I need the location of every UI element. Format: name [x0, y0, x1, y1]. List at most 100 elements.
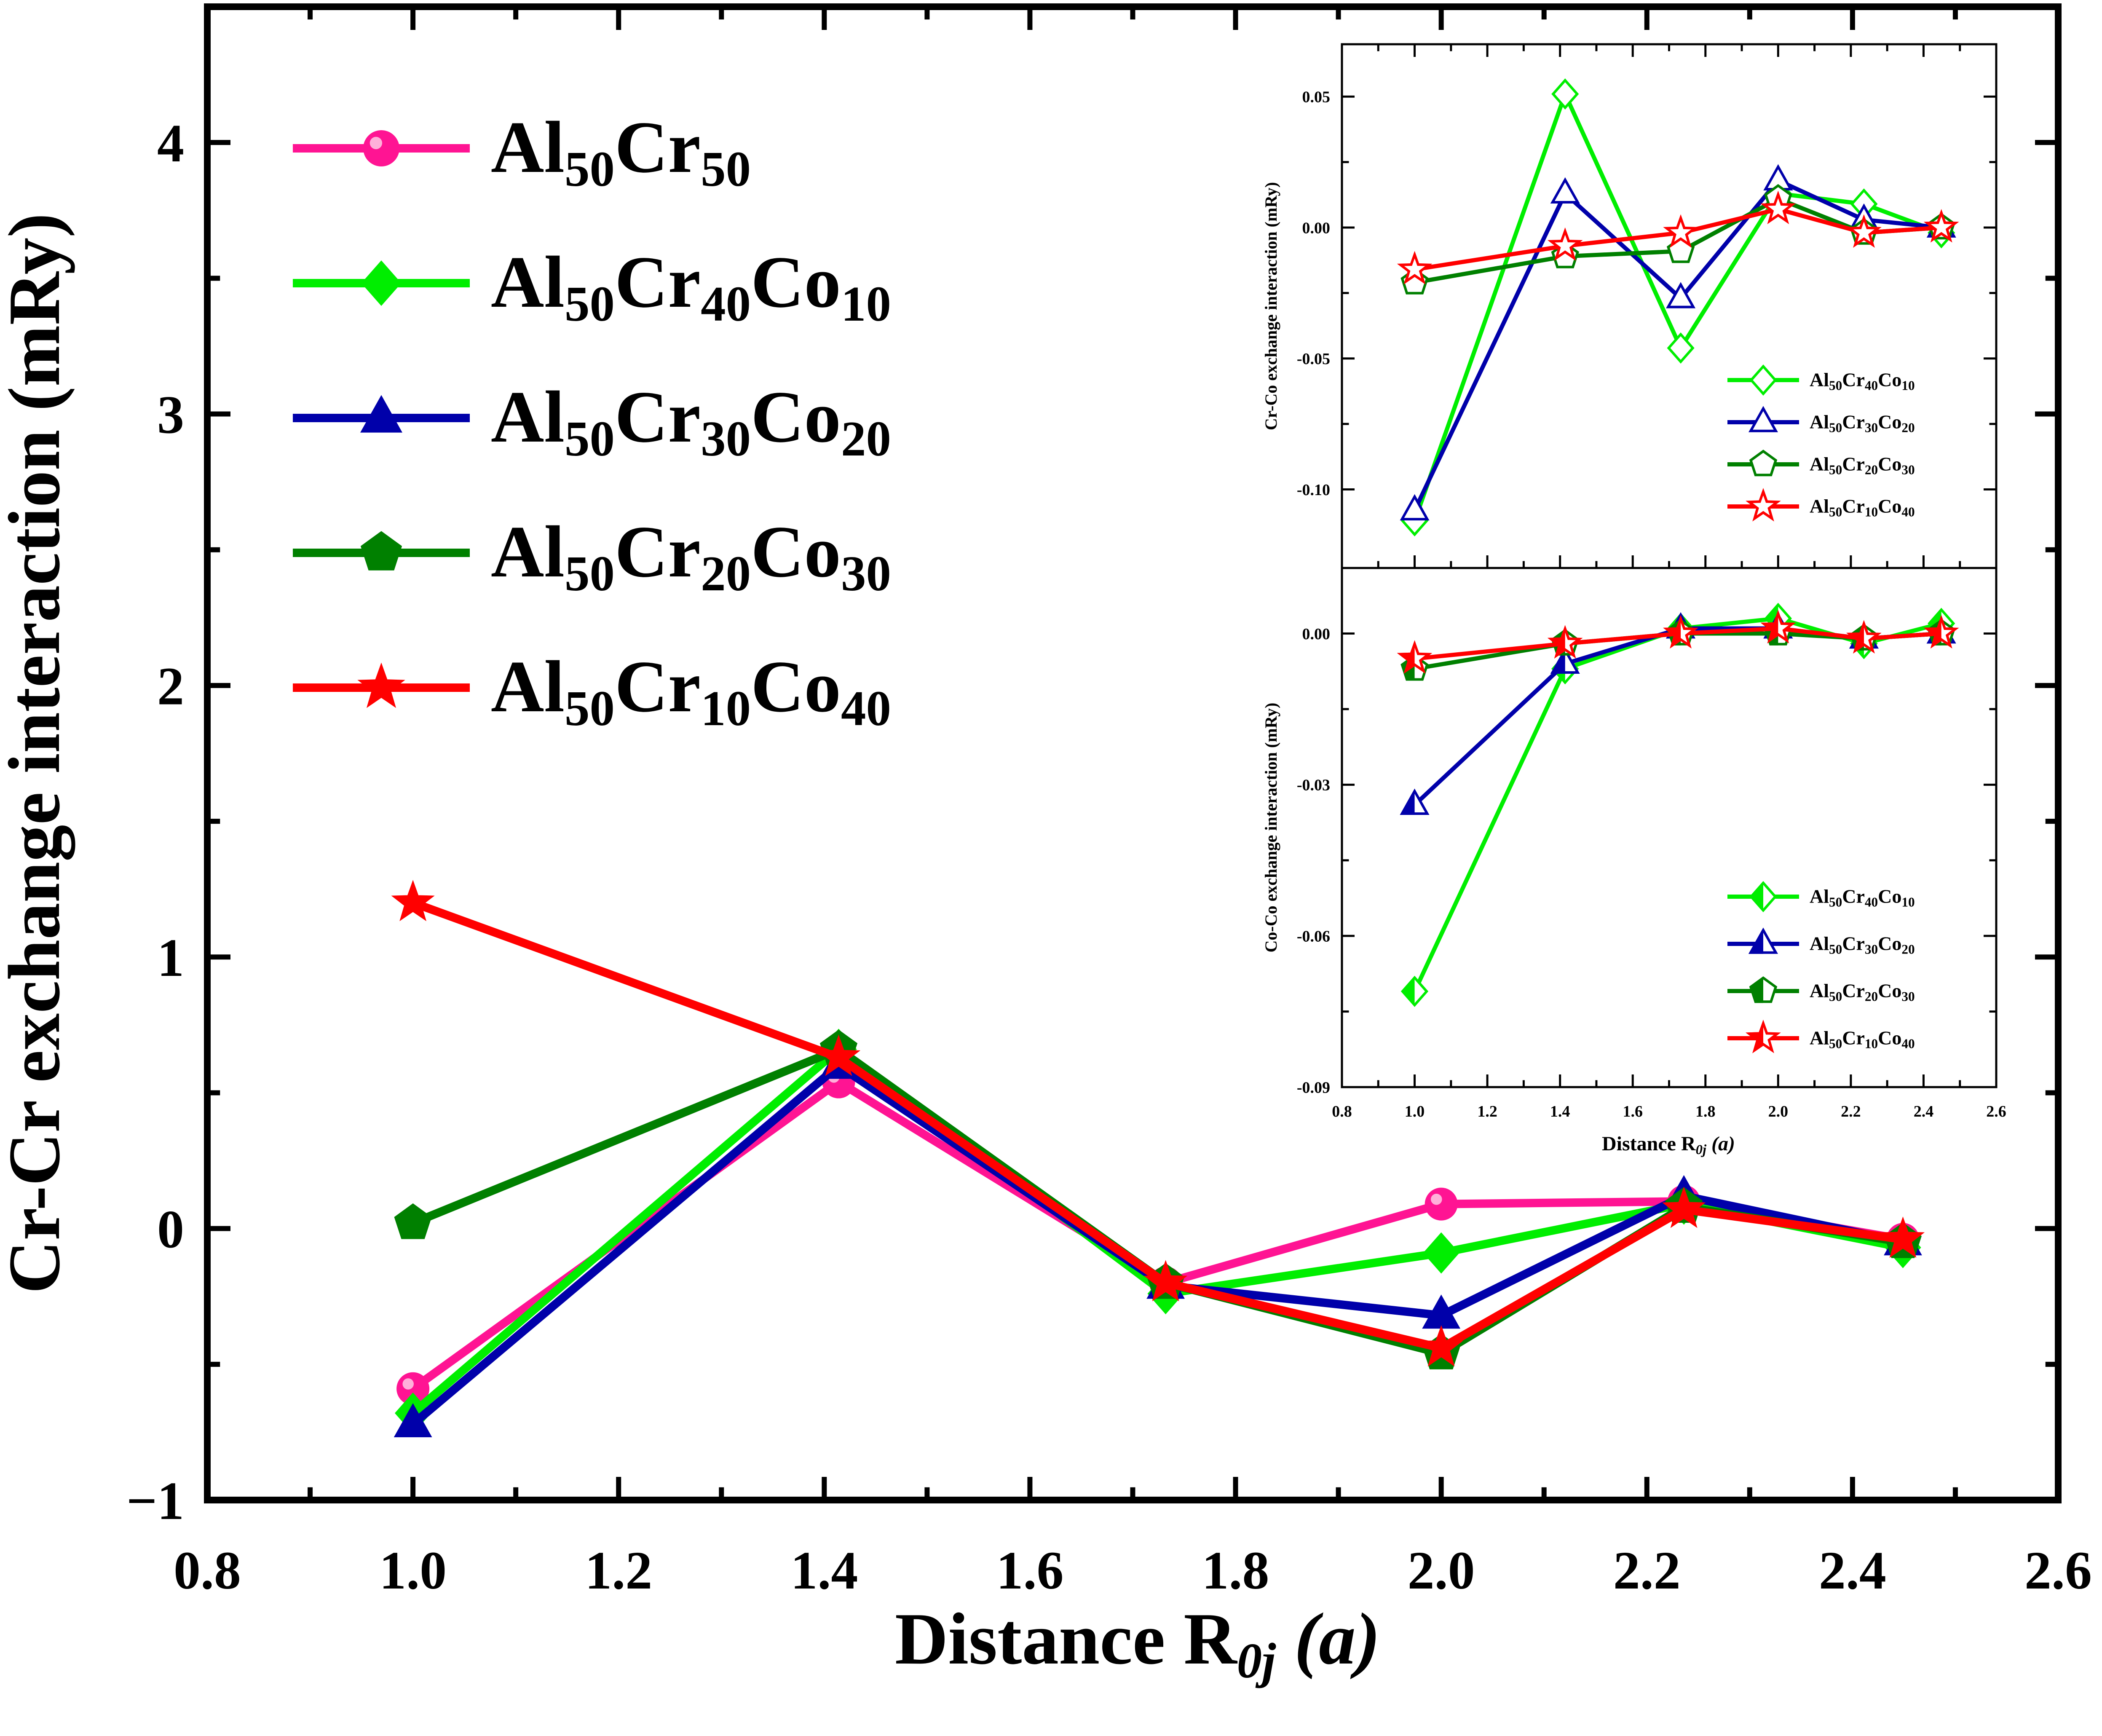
data-point-Al50Cr40Co10-half: [1400, 975, 1415, 1007]
x-tick-label: 2.2: [1841, 1103, 1861, 1120]
x-tick-label: 2.4: [1819, 1540, 1886, 1600]
series-Al50Cr10Co40: [1397, 190, 1959, 285]
x-label-unit: (a): [1706, 1133, 1735, 1155]
main-legend: Al50Cr50Al50Cr40Co10Al50Cr30Co20Al50Cr20…: [293, 106, 891, 736]
data-point-Al50Cr50-highlight: [402, 1378, 414, 1390]
legend-text-part: Cr: [1842, 1027, 1865, 1049]
x-label-text: Distance R: [895, 1598, 1237, 1680]
legend-item-Al50Cr40Co10: Al50Cr40Co10: [1727, 364, 1915, 396]
legend-subscript: 10: [1865, 1036, 1878, 1051]
inset_bottom-legend: Al50Cr40Co10Al50Cr30Co20Al50Cr20Co30Al50…: [1727, 881, 1915, 1053]
x-tick-label: 2.6: [1986, 1103, 2006, 1120]
legend-text-part: Cr: [1842, 369, 1865, 391]
data-point-Al50Cr30Co20: [394, 1403, 432, 1437]
legend-text-part: Co: [751, 376, 841, 458]
x-tick-label: 0.8: [1332, 1103, 1352, 1120]
data-point-Al50Cr10Co40: [1923, 209, 1959, 243]
y-tick-label: 0.05: [1302, 88, 1331, 106]
legend-item-Al50Cr20Co30: Al50Cr20Co30: [1727, 450, 1915, 477]
legend-text-part: Cr: [1842, 980, 1865, 1002]
data-point-Al50Cr10Co40: [1419, 1325, 1463, 1367]
legend-swatch-marker-highlight: [370, 137, 383, 150]
legend-subscript: 20: [1901, 942, 1915, 956]
y-tick-label: 4: [157, 113, 184, 173]
legend-text-part: Co: [1878, 1027, 1901, 1049]
legend-item-Al50Cr30Co20: Al50Cr30Co20: [1727, 406, 1915, 435]
inset_bottom-series: [1397, 603, 1959, 1007]
x-tick-label: 1.2: [585, 1540, 652, 1600]
series-line-Al50Cr10Co40: [1414, 626, 1942, 661]
x-label-text: Distance R: [1602, 1133, 1696, 1155]
legend-label: Al50Cr30Co20: [1810, 933, 1915, 957]
legend-item-Al50Cr20Co30: Al50Cr20Co30: [1727, 976, 1915, 1004]
legend-text-part: Al: [491, 646, 565, 727]
main-y-ticks: −1 0 1 2 3 4: [126, 113, 2058, 1531]
legend-subscript: 50: [1829, 504, 1842, 519]
data-point-Al50Cr10Co40: [1397, 251, 1433, 285]
legend-text-part: Co: [751, 241, 841, 323]
legend-text-part: Co: [1878, 496, 1901, 517]
legend-text-part: Al: [1810, 369, 1829, 391]
legend-swatch-marker: [360, 531, 402, 571]
legend-text-part: Co: [751, 511, 841, 592]
main-x-ticks: 0.8 1.0 1.2 1.4 1.6 1.8 2.0 2.2 2.4 2.6: [174, 7, 2092, 1600]
y-tick-label: -0.09: [1297, 1079, 1330, 1096]
legend-subscript: 20: [1865, 989, 1878, 1004]
legend-subscript: 30: [1901, 462, 1915, 477]
legend-subscript: 30: [1865, 420, 1878, 435]
legend-text-part: Co: [1878, 980, 1901, 1002]
inset_top-panel: -0.10 -0.05 0.00 0.05 Cr-Co exchange interac…: [1261, 43, 1998, 569]
y-tick-label: 2: [157, 656, 184, 716]
legend-text-part: Al: [1810, 933, 1829, 954]
x-tick-label: 1.6: [1623, 1103, 1643, 1120]
legend-label: Al50Cr10Co40: [1810, 496, 1915, 520]
legend-swatch-marker: [363, 130, 399, 166]
legend-text-part: Al: [1810, 411, 1829, 433]
data-point-Al50Cr10Co40-half: [1923, 615, 1941, 649]
inset_bottom-x-ticks: 0.8 1.0 1.2 1.4 1.6 1.8 2.0 2.2 2.4 2.6: [1332, 1074, 2006, 1120]
legend-swatch-marker: [1749, 364, 1777, 396]
legend-text-part: Co: [1878, 933, 1901, 954]
series-Al50Cr10Co40: [1397, 610, 1959, 674]
series-line-Al50Cr30Co20: [1413, 178, 1942, 512]
inset-charts: -0.10 -0.05 0.00 0.05 Cr-Co exchange interac…: [1261, 43, 2006, 1157]
inset_bottom-y-ticks: -0.09 -0.06 -0.03 0.00: [1297, 625, 1996, 1096]
x-tick-label: 2.0: [1408, 1540, 1475, 1600]
data-point-Al50Cr10Co40: [1846, 214, 1882, 248]
x-tick-label: 1.0: [1405, 1103, 1425, 1120]
data-point-Al50Cr40Co10: [1551, 78, 1579, 110]
legend-text-part: Cr: [1842, 933, 1865, 954]
legend-text-part: Cr: [1842, 453, 1865, 475]
x-tick-label: 2.2: [1613, 1540, 1681, 1600]
legend-swatch-marker-half: [1749, 881, 1763, 913]
legend-subscript: 10: [841, 276, 891, 332]
legend-text-part: Al: [1810, 886, 1829, 907]
data-point-Al50Cr10Co40-half: [1663, 615, 1681, 649]
x-tick-label: 2.6: [2024, 1540, 2092, 1600]
legend-text-part: Al: [1810, 496, 1829, 517]
legend-subscript: 40: [1901, 1036, 1915, 1051]
legend-item-Al50Cr10Co40: Al50Cr10Co40: [1727, 1019, 1915, 1053]
legend-swatch-marker-half: [1749, 976, 1763, 1003]
legend-swatch-marker: [1746, 488, 1781, 522]
main-x-axis-label: Distance R0j (a): [895, 1598, 1380, 1688]
legend-subscript: 50: [565, 276, 615, 332]
legend-subscript: 50: [1829, 895, 1842, 909]
legend-text-part: Cr: [615, 241, 701, 323]
legend-text-part: Co: [1878, 369, 1901, 391]
x-tick-label: 1.2: [1477, 1103, 1497, 1120]
data-point-Al50Cr30Co20-half: [1400, 788, 1415, 815]
y-tick-label: 0.00: [1302, 219, 1331, 237]
legend-label: Al50Cr40Co10: [1810, 886, 1915, 910]
legend-swatch-marker: [361, 260, 402, 306]
legend-swatch-marker: [357, 662, 405, 708]
inset_top-series: [1397, 78, 1959, 537]
legend-item-Al50Cr10Co40: Al50Cr10Co40: [293, 646, 891, 736]
legend-label: Al50Cr30Co20: [1810, 411, 1915, 435]
legend-text-part: Cr: [1842, 496, 1865, 517]
data-point-Al50Cr10Co40: [1663, 214, 1698, 248]
legend-item-Al50Cr50: Al50Cr50: [293, 106, 751, 197]
data-point-Al50Cr50-highlight: [1430, 1193, 1442, 1205]
